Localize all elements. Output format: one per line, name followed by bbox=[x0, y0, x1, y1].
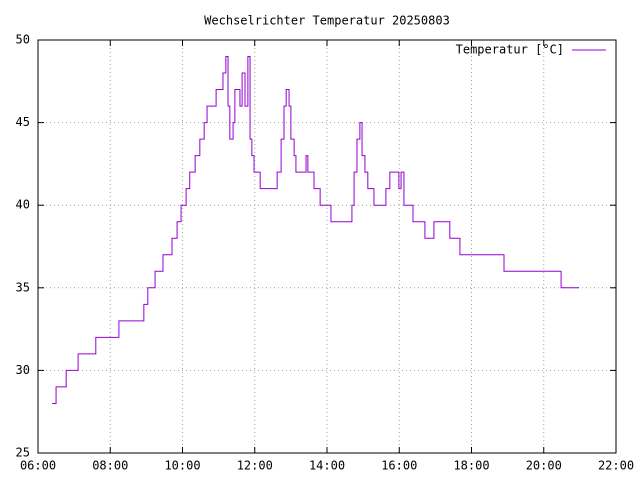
y-tick-label: 45 bbox=[16, 115, 30, 129]
y-tick-label: 35 bbox=[16, 280, 30, 294]
x-tick-label: 14:00 bbox=[309, 459, 345, 473]
x-tick-label: 20:00 bbox=[526, 459, 562, 473]
y-tick-label: 25 bbox=[16, 446, 30, 460]
x-tick-label: 08:00 bbox=[92, 459, 128, 473]
x-tick-label: 18:00 bbox=[453, 459, 489, 473]
x-tick-label: 06:00 bbox=[20, 459, 56, 473]
plot-border bbox=[37, 39, 617, 454]
data-line bbox=[52, 56, 580, 404]
x-tick-label: 12:00 bbox=[237, 459, 273, 473]
x-tick-label: 10:00 bbox=[164, 459, 200, 473]
chart-title: Wechselrichter Temperatur 20250803 bbox=[204, 14, 450, 28]
x-tick-label: 16:00 bbox=[381, 459, 417, 473]
legend-label: Temperatur [°C] bbox=[456, 43, 564, 57]
x-tick-label: 22:00 bbox=[598, 459, 634, 473]
y-tick-label: 30 bbox=[16, 363, 30, 377]
y-tick-label: 50 bbox=[16, 33, 30, 47]
y-tick-label: 40 bbox=[16, 198, 30, 212]
